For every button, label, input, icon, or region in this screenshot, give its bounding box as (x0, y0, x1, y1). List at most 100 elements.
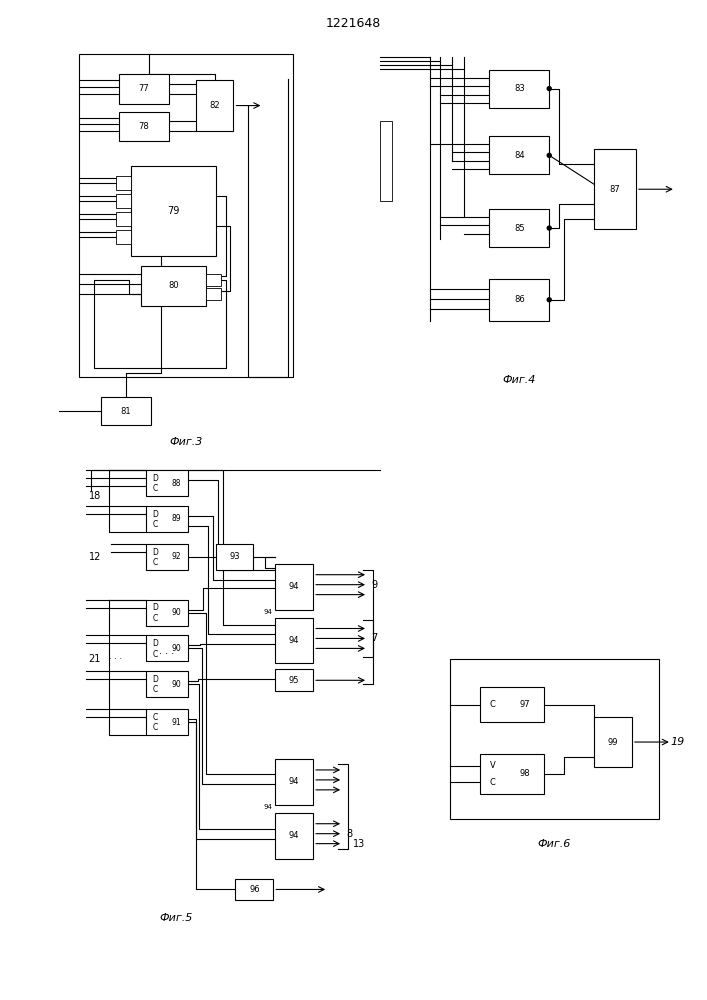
Bar (79, 54, 293, 377)
Bar (146, 544, 187, 570)
Text: 91: 91 (171, 718, 181, 727)
Bar (116, 230, 131, 244)
Bar (594, 717, 632, 767)
Text: 78: 78 (139, 122, 149, 131)
Bar (131, 166, 216, 256)
Text: D: D (152, 510, 158, 519)
Text: · · ·: · · · (159, 649, 175, 659)
Bar (146, 709, 187, 735)
Bar (489, 209, 549, 247)
Bar (116, 194, 131, 208)
Text: 94: 94 (289, 777, 300, 786)
Bar (275, 564, 313, 610)
Bar (380, 121, 392, 201)
Bar (146, 635, 187, 661)
Bar (450, 659, 659, 819)
Text: 12: 12 (88, 552, 101, 562)
Text: 13: 13 (353, 839, 366, 849)
Text: V: V (489, 761, 496, 770)
Text: 1221648: 1221648 (325, 17, 380, 30)
Text: 18: 18 (89, 491, 101, 501)
Text: 90: 90 (171, 608, 181, 617)
Bar (119, 74, 169, 104)
Text: D: D (152, 548, 158, 557)
Text: 95: 95 (289, 676, 300, 685)
Text: 87: 87 (609, 185, 620, 194)
Text: C: C (489, 700, 496, 709)
Circle shape (547, 226, 551, 230)
Text: 9: 9 (371, 580, 377, 590)
Text: 8: 8 (346, 829, 352, 839)
Bar (146, 671, 187, 697)
Text: 90: 90 (171, 644, 181, 653)
Bar (116, 212, 131, 226)
Text: 94: 94 (289, 636, 300, 645)
Text: 94: 94 (264, 609, 272, 615)
Text: D: D (152, 675, 158, 684)
Text: 88: 88 (171, 479, 181, 488)
Text: · · ·: · · · (109, 655, 122, 664)
Bar (146, 506, 187, 532)
Text: D: D (152, 639, 158, 648)
Text: C: C (153, 685, 158, 694)
Text: 93: 93 (229, 552, 240, 561)
Text: 98: 98 (520, 769, 530, 778)
Bar (275, 759, 313, 805)
Bar (235, 879, 274, 900)
Text: 81: 81 (121, 407, 132, 416)
Bar (275, 813, 313, 859)
Text: 99: 99 (608, 738, 618, 747)
Text: Фиг.3: Фиг.3 (170, 437, 203, 447)
Bar (206, 274, 221, 286)
Text: C: C (153, 614, 158, 623)
Bar (216, 544, 253, 570)
Bar (141, 266, 206, 306)
Bar (479, 754, 544, 794)
Text: Фиг.6: Фиг.6 (537, 839, 571, 849)
Bar (489, 279, 549, 321)
Bar (594, 149, 636, 229)
Text: 94: 94 (264, 804, 272, 810)
Text: 86: 86 (514, 295, 525, 304)
Bar (275, 669, 313, 691)
Bar (479, 687, 544, 722)
Text: 85: 85 (514, 224, 525, 233)
Text: 7: 7 (371, 633, 377, 643)
Text: 94: 94 (289, 582, 300, 591)
Bar (275, 618, 313, 663)
Text: 21: 21 (88, 654, 101, 664)
Text: 79: 79 (167, 206, 180, 216)
Text: 80: 80 (168, 281, 179, 290)
Text: D: D (152, 474, 158, 483)
Text: 83: 83 (514, 84, 525, 93)
Text: 89: 89 (171, 514, 181, 523)
Bar (196, 80, 233, 131)
Text: 90: 90 (171, 680, 181, 689)
Text: 92: 92 (171, 552, 181, 561)
Bar (206, 288, 221, 300)
Text: 84: 84 (514, 151, 525, 160)
Text: 82: 82 (209, 101, 220, 110)
Text: 97: 97 (520, 700, 530, 709)
Text: C: C (153, 723, 158, 732)
Text: 96: 96 (249, 885, 259, 894)
Bar (101, 397, 151, 425)
Text: C: C (153, 713, 158, 722)
Text: 19: 19 (671, 737, 685, 747)
Bar (146, 470, 187, 496)
Text: C: C (489, 778, 496, 787)
Bar (146, 600, 187, 626)
Text: Фиг.4: Фиг.4 (503, 375, 536, 385)
Text: C: C (153, 484, 158, 493)
Bar (489, 136, 549, 174)
Text: 77: 77 (139, 84, 149, 93)
Circle shape (547, 298, 551, 302)
Bar (116, 176, 131, 190)
Text: D: D (152, 603, 158, 612)
Bar (489, 70, 549, 108)
Circle shape (547, 87, 551, 91)
Text: C: C (153, 650, 158, 659)
Bar (119, 112, 169, 141)
Text: Фиг.5: Фиг.5 (159, 913, 192, 923)
Text: 94: 94 (289, 831, 300, 840)
